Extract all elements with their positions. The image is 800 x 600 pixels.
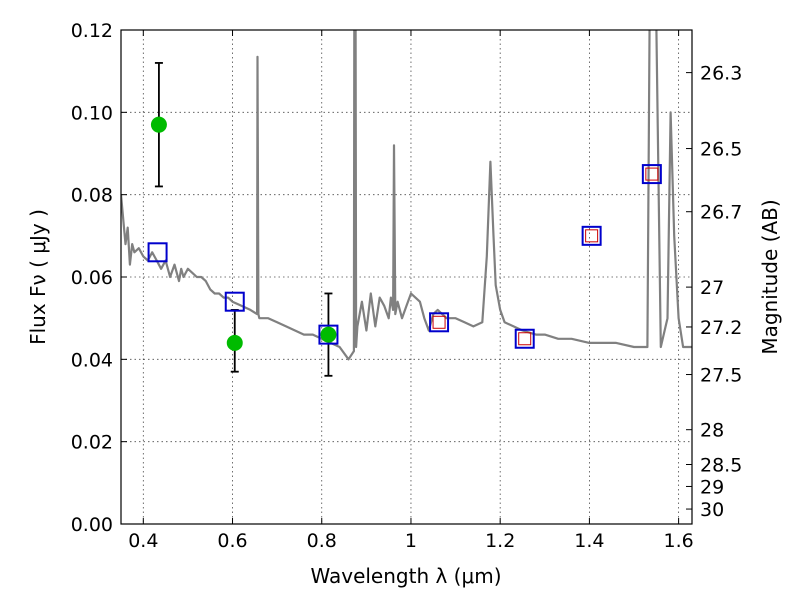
y-axis-label: Flux Fν ( μJy ) [26,209,50,345]
y-tick-label: 0.04 [71,349,113,371]
y-tick-label: 0.00 [71,514,113,536]
x-axis: 0.4 0.6 0.8 1 1.2 1.4 1.6 [128,30,694,552]
model-inner-square [518,332,532,346]
model-photometry-square [429,312,450,333]
y2-tick-label: 26.5 [700,139,742,161]
y2-tick-label: 27.5 [700,365,742,387]
model-photometry-square [224,291,245,312]
observed-flux-point [320,326,337,343]
x-tick-label: 1.4 [574,530,604,552]
x-tick-label: 1 [405,530,417,552]
y-tick-label: 0.02 [71,432,113,454]
observed-flux-point [226,334,243,351]
y2-tick-label: 26.3 [700,63,742,85]
observed-flux-point [150,116,167,133]
y2-tick-label: 27.2 [700,317,742,339]
y-tick-label: 0.10 [71,102,113,124]
x-axis-label: Wavelength λ (μm) [310,564,501,588]
model-spectrum-line [121,30,692,361]
model-inner-square [585,229,599,243]
y2-tick-label: 28 [700,420,724,442]
model-inner-square [645,167,659,181]
x-tick-label: 1.6 [664,530,694,552]
error-bars [154,62,333,377]
y-tick-label: 0.06 [71,267,113,289]
grid [121,30,692,524]
y2-tick-label: 28.5 [700,454,742,476]
x-tick-label: 0.4 [128,530,158,552]
model-inner-square [432,315,446,329]
markers [147,116,662,351]
model-photometry-square [581,225,602,246]
x-tick-label: 0.6 [217,530,247,552]
model-photometry-square [514,328,535,349]
y2-tick-label: 29 [700,476,724,498]
model-photometry-square [641,164,662,185]
model-photometry-square [318,324,339,345]
y2-tick-label: 26.7 [700,202,742,224]
y-tick-label: 0.12 [71,20,113,42]
y2-axis-label: Magnitude (AB) [758,199,782,354]
x-tick-label: 1.2 [485,530,515,552]
y-tick-label: 0.08 [71,185,113,207]
y2-tick-label: 30 [700,499,724,521]
y2-tick-label: 27 [700,277,724,299]
model-photometry-square [147,242,168,263]
plot-series [121,30,692,361]
x-tick-label: 0.8 [307,530,337,552]
y-axis: 0.00 0.02 0.04 0.06 0.08 0.10 0.12 [71,20,127,536]
